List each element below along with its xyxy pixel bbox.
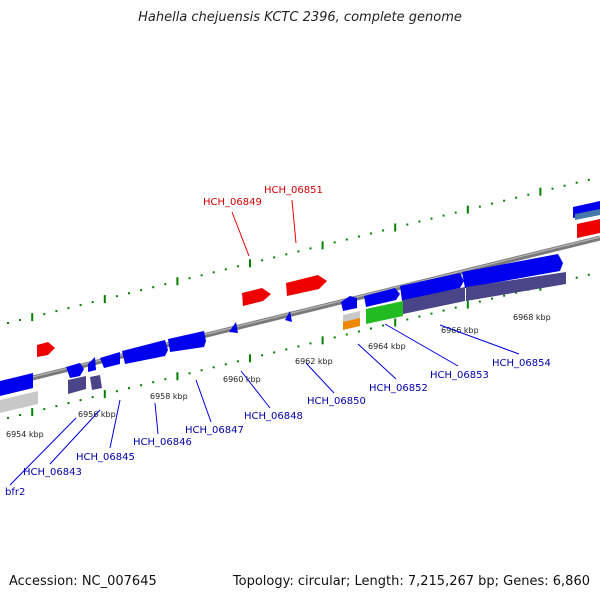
topology-info: Topology: circular; Length: 7,215,267 bp… bbox=[232, 574, 590, 589]
scale-label: 6954 kbp bbox=[6, 430, 44, 439]
genome-backbone-highlight bbox=[0, 236, 600, 386]
gene-arrow-small-1[interactable] bbox=[229, 322, 238, 333]
gene-arrow-small-2[interactable] bbox=[285, 311, 292, 322]
gene-arrow-bfr2[interactable] bbox=[0, 373, 33, 396]
gene-arrow-red[interactable] bbox=[37, 342, 55, 357]
gene-arrow-HCH_06845[interactable] bbox=[88, 357, 96, 372]
gene-label-HCH_06850[interactable]: HCH_06850 bbox=[307, 396, 366, 407]
scale-label: 6956 kbp bbox=[78, 410, 116, 419]
gene-label-HCH_06854[interactable]: HCH_06854 bbox=[492, 358, 551, 369]
gene-arrow-HCH_06849[interactable] bbox=[242, 288, 271, 306]
map-title: Hahella chejuensis KCTC 2396, complete g… bbox=[138, 10, 462, 25]
gene-label-HCH_06849[interactable]: HCH_06849 bbox=[203, 197, 262, 208]
gene-arrow-HCH_06850[interactable] bbox=[341, 296, 357, 311]
scale-label: 6962 kbp bbox=[295, 357, 333, 366]
lower-tick-row bbox=[7, 273, 590, 419]
gene-arrow-HCH_06848[interactable] bbox=[168, 331, 206, 352]
gene-arrow-HCH_06854[interactable] bbox=[462, 254, 563, 288]
scale-label: 6968 kbp bbox=[513, 313, 551, 322]
gene-arrow-HCH_06852[interactable] bbox=[364, 288, 400, 307]
gene-label-bfr2[interactable]: bfr2 bbox=[5, 487, 25, 498]
gene-arrow-HCH_06846[interactable] bbox=[100, 352, 120, 368]
scale-label: 6960 kbp bbox=[223, 375, 261, 384]
gene-arrow-HCH_06847[interactable] bbox=[122, 340, 168, 364]
gene-bar-bfr2-product bbox=[0, 391, 38, 413]
gene-label-HCH_06846[interactable]: HCH_06846 bbox=[133, 437, 192, 448]
scale-label: 6966 kbp bbox=[441, 326, 479, 335]
gene-label-HCH_06853[interactable]: HCH_06853 bbox=[430, 370, 489, 381]
gene-arrow-red-edge[interactable] bbox=[577, 219, 600, 238]
gene-label-HCH_06851[interactable]: HCH_06851 bbox=[264, 185, 323, 196]
gene-label-HCH_06852[interactable]: HCH_06852 bbox=[369, 383, 428, 394]
gene-bar-orange bbox=[343, 318, 360, 330]
gene-bar-rna-green bbox=[366, 301, 403, 324]
gene-label-HCH_06847[interactable]: HCH_06847 bbox=[185, 425, 244, 436]
scale-label: 6964 kbp bbox=[368, 342, 406, 351]
accession-info: Accession: NC_007645 bbox=[9, 574, 157, 589]
upper-tick-row bbox=[7, 178, 590, 324]
genome-backbone bbox=[0, 235, 600, 389]
gene-label-HCH_06845[interactable]: HCH_06845 bbox=[76, 452, 135, 463]
gene-bar-steelblue-edge bbox=[575, 209, 600, 220]
gene-arrow-HCH_06843[interactable] bbox=[66, 363, 84, 378]
gene-label-HCH_06843[interactable]: HCH_06843 bbox=[23, 467, 82, 478]
gene-arrow-HCH_06851[interactable] bbox=[286, 275, 327, 296]
gene-arrow-HCH_06853[interactable] bbox=[400, 273, 464, 301]
gene-bar-HCH_06845-product bbox=[90, 375, 102, 390]
gene-bar-HCH_06854-product bbox=[466, 272, 566, 301]
gene-bar-HCH_06843-product bbox=[68, 376, 86, 394]
gene-label-HCH_06848[interactable]: HCH_06848 bbox=[244, 411, 303, 422]
scale-label: 6958 kbp bbox=[150, 392, 188, 401]
gene-bar-HCH_06853-product bbox=[403, 287, 465, 314]
label-leaders bbox=[9, 199, 520, 486]
